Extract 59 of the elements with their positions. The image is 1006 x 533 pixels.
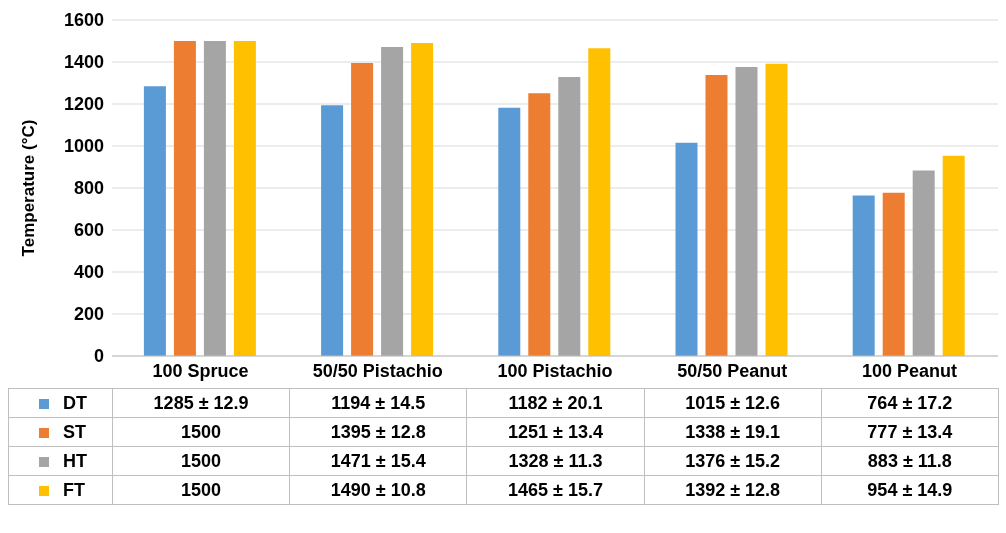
bar — [882, 192, 905, 356]
y-tick-label: 400 — [73, 262, 104, 283]
data-label: 777 ± 13.4 — [821, 417, 999, 447]
bar — [498, 107, 521, 356]
data-label: 1395 ± 12.8 — [289, 417, 467, 447]
bar — [942, 155, 965, 356]
bar — [351, 63, 374, 356]
x-tick-label: 50/50 Peanut — [677, 360, 788, 381]
data-label: 883 ± 11.8 — [821, 446, 999, 476]
data-label: 1471 ± 15.4 — [289, 446, 467, 476]
data-label: 954 ± 14.9 — [821, 475, 999, 505]
bar — [173, 41, 196, 356]
bar — [588, 48, 611, 356]
data-label: 1392 ± 12.8 — [644, 475, 822, 505]
data-label: 1465 ± 15.7 — [466, 475, 645, 505]
bar — [852, 195, 875, 356]
y-tick-label: 0 — [93, 346, 104, 367]
bar — [528, 93, 551, 356]
data-label: 764 ± 17.2 — [821, 388, 999, 418]
data-label: 1500 — [112, 417, 290, 447]
x-tick-label: 100 Spruce — [152, 360, 249, 381]
data-label: 1500 — [112, 446, 290, 476]
data-label: 1285 ± 12.9 — [112, 388, 290, 418]
legend-label: ST — [63, 421, 87, 442]
data-label: 1251 ± 13.4 — [466, 417, 645, 447]
x-tick-label: 50/50 Pistachio — [312, 360, 443, 381]
y-tick-label: 200 — [73, 304, 104, 325]
data-label: 1328 ± 11.3 — [466, 446, 645, 476]
bar — [558, 77, 581, 356]
data-label: 1182 ± 20.1 — [466, 388, 645, 418]
legend-label: HT — [63, 450, 87, 471]
bar — [381, 47, 404, 356]
bar — [735, 67, 758, 356]
bar — [411, 43, 434, 356]
bar — [143, 86, 166, 356]
legend-label: DT — [63, 392, 87, 413]
bar — [675, 142, 698, 356]
bar — [203, 41, 226, 356]
y-tick-label: 1000 — [63, 136, 104, 157]
legend-label: FT — [63, 479, 85, 500]
x-tick-label: 100 Pistachio — [497, 360, 613, 381]
data-label: 1490 ± 10.8 — [289, 475, 467, 505]
data-label: 1500 — [112, 475, 290, 505]
y-tick-label: 800 — [73, 178, 104, 199]
bar — [705, 75, 728, 356]
data-label: 1194 ± 14.5 — [289, 388, 467, 418]
y-tick-label: 600 — [73, 220, 104, 241]
bar — [321, 105, 344, 356]
y-tick-label: 1400 — [63, 52, 104, 73]
bar — [912, 170, 935, 356]
x-tick-label: 100 Peanut — [861, 360, 957, 381]
bar — [765, 63, 788, 356]
data-label: 1376 ± 15.2 — [644, 446, 822, 476]
y-axis-title: Temperature (°C) — [19, 119, 39, 257]
bar — [233, 41, 256, 356]
data-label: 1338 ± 19.1 — [644, 417, 822, 447]
data-label: 1015 ± 12.6 — [644, 388, 822, 418]
y-tick-label: 1600 — [63, 10, 104, 31]
y-tick-label: 1200 — [63, 94, 104, 115]
